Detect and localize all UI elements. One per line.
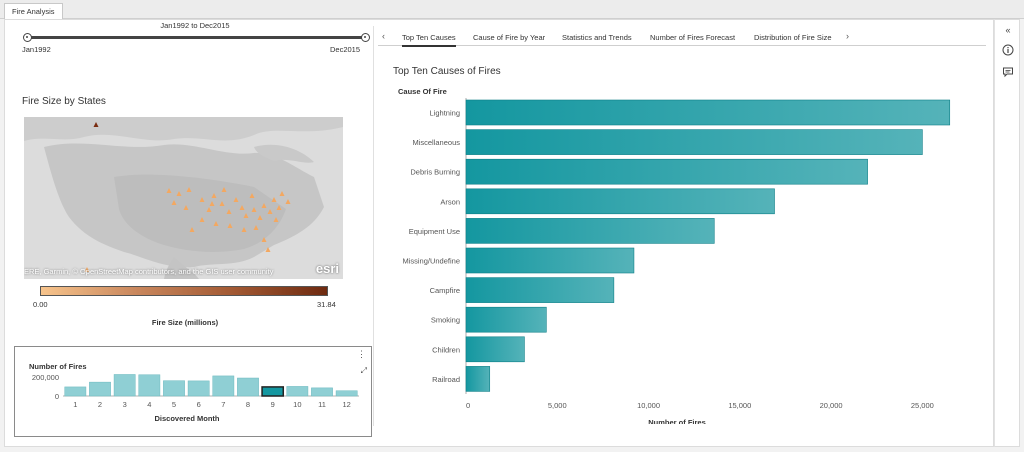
month-y-tick-label: 0 bbox=[55, 392, 59, 401]
fire-size-color-ramp bbox=[40, 286, 328, 296]
x-tick-label: 15,000 bbox=[728, 401, 751, 410]
map-title: Fire Size by States bbox=[22, 96, 106, 107]
category-label: Missing/Undefine bbox=[402, 257, 460, 266]
month-x-tick-label: 4 bbox=[147, 400, 151, 409]
category-label: Campfire bbox=[430, 286, 460, 295]
more-options-icon[interactable]: ⋮ bbox=[357, 349, 366, 359]
x-axis-title: Number of Fires bbox=[648, 418, 706, 424]
category-label: Arson bbox=[440, 197, 460, 206]
bar-missing-undefine bbox=[465, 247, 635, 274]
bar-miscellaneous bbox=[465, 129, 923, 155]
month-y-tick-label: 200,000 bbox=[32, 373, 59, 382]
month-bar-1 bbox=[64, 386, 87, 397]
tab-fires-forecast[interactable]: Number of Fires Forecast bbox=[650, 33, 736, 42]
legend-title: Fire Size (millions) bbox=[151, 318, 219, 327]
month-x-tick-label: 8 bbox=[246, 400, 250, 409]
tab-top-ten-causes[interactable]: Top Ten Causes bbox=[402, 33, 456, 47]
month-x-tick-label: 9 bbox=[271, 400, 275, 409]
month-bar-7 bbox=[212, 375, 235, 397]
x-tick-label: 25,000 bbox=[911, 401, 934, 410]
month-bar-9 bbox=[261, 386, 285, 397]
month-bar-3 bbox=[113, 374, 136, 397]
esri-logo: esri bbox=[315, 261, 339, 276]
panel-divider bbox=[373, 26, 374, 426]
tab-fire-size-distribution[interactable]: Distribution of Fire Size bbox=[754, 33, 832, 42]
slider-handle-end[interactable] bbox=[361, 33, 370, 42]
month-x-tick-label: 5 bbox=[172, 400, 176, 409]
category-label: Equipment Use bbox=[409, 227, 460, 236]
category-label: Lightning bbox=[430, 109, 460, 118]
month-bar-6 bbox=[187, 380, 210, 397]
map-fire-markers bbox=[84, 122, 291, 272]
month-bar-4 bbox=[138, 374, 161, 397]
month-x-tick-label: 11 bbox=[318, 400, 326, 409]
tab-scroll-right-icon[interactable]: › bbox=[846, 31, 849, 41]
x-tick-label: 5,000 bbox=[548, 401, 567, 410]
month-x-axis-title: Discovered Month bbox=[154, 414, 219, 423]
bar-arson bbox=[465, 188, 775, 215]
category-label: Debris Burning bbox=[410, 168, 460, 177]
top-causes-bar-chart: Cause Of Fire Lightning Miscellaneous Debri… bbox=[398, 87, 951, 424]
month-chart-card[interactable]: ⋮ ⤢ Number of Fires 0 200,000 1 2 3 4 5 6 7 8 9 10 11… bbox=[14, 346, 372, 437]
month-bar-8 bbox=[237, 377, 259, 397]
chart-title: Top Ten Causes of Fires bbox=[393, 66, 501, 77]
month-y-axis-title: Number of Fires bbox=[29, 362, 87, 371]
month-x-tick-label: 6 bbox=[197, 400, 201, 409]
month-x-tick-label: 3 bbox=[123, 400, 127, 409]
month-x-tick-label: 1 bbox=[73, 400, 77, 409]
map-attribution: ERE, Garmin, © OpenStreetMap contributor… bbox=[24, 267, 274, 276]
x-tick-label: 10,000 bbox=[637, 401, 660, 410]
legend-min-label: 0.00 bbox=[33, 300, 48, 309]
bar-lightning bbox=[465, 99, 951, 126]
bar-equipment-use bbox=[465, 218, 715, 244]
month-x-tick-label: 7 bbox=[221, 400, 225, 409]
bar-campfire bbox=[465, 277, 615, 303]
tab-cause-by-year[interactable]: Cause of Fire by Year bbox=[473, 33, 546, 42]
info-icon[interactable] bbox=[1002, 44, 1014, 56]
report-tabs: ‹ Top Ten Causes Cause of Fire by Year S… bbox=[378, 30, 986, 47]
doc-tab-fire-analysis[interactable]: Fire Analysis bbox=[4, 3, 63, 19]
month-bar-11 bbox=[311, 387, 333, 397]
tab-statistics-trends[interactable]: Statistics and Trends bbox=[562, 33, 632, 42]
fire-size-map[interactable]: ERE, Garmin, © OpenStreetMap contributor… bbox=[24, 117, 343, 279]
month-x-tick-label: 2 bbox=[98, 400, 102, 409]
x-tick-label: 0 bbox=[466, 401, 470, 410]
slider-min-label: Jan1992 bbox=[22, 45, 51, 54]
x-tick-label: 20,000 bbox=[820, 401, 843, 410]
collapse-icon[interactable]: « bbox=[1005, 25, 1011, 35]
category-label: Railroad bbox=[432, 375, 460, 384]
month-x-tick-label: 12 bbox=[342, 400, 350, 409]
month-bar-2 bbox=[89, 381, 111, 397]
slider-range-label: Jan1992 to Dec2015 bbox=[160, 21, 230, 30]
month-bar-5 bbox=[163, 380, 185, 397]
slider-handle-start[interactable] bbox=[23, 33, 32, 42]
date-range-slider-track[interactable] bbox=[24, 36, 366, 39]
category-label: Smoking bbox=[431, 316, 460, 325]
slider-max-label: Dec2015 bbox=[330, 45, 361, 54]
month-x-tick-label: 10 bbox=[293, 400, 301, 409]
maximize-icon[interactable]: ⤢ bbox=[360, 366, 367, 375]
right-panel: « bbox=[994, 19, 1020, 447]
comment-icon[interactable] bbox=[1002, 66, 1014, 78]
month-bar-10 bbox=[286, 386, 309, 397]
document-tab-bar: Fire Analysis bbox=[0, 0, 1024, 19]
category-label: Miscellaneous bbox=[412, 138, 460, 147]
tab-scroll-left-icon[interactable]: ‹ bbox=[382, 31, 385, 41]
category-axis-title: Cause Of Fire bbox=[398, 87, 447, 96]
bar-debris-burning bbox=[465, 158, 868, 185]
bar-smoking bbox=[465, 306, 547, 333]
bar-railroad bbox=[465, 366, 491, 392]
bar-children bbox=[465, 336, 525, 363]
category-label: Children bbox=[432, 345, 460, 354]
map-basemap bbox=[24, 117, 343, 279]
legend-max-label: 31.84 bbox=[317, 300, 336, 309]
month-bar-12 bbox=[335, 390, 358, 397]
